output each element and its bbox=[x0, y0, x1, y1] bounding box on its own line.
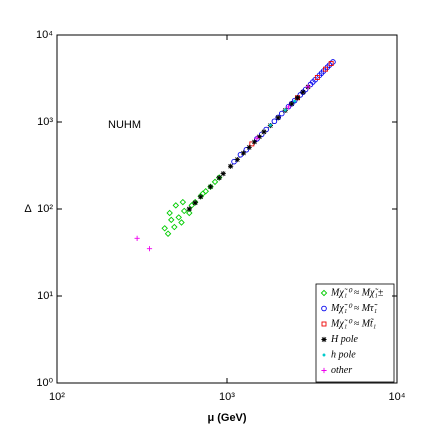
point bbox=[285, 104, 292, 110]
point bbox=[318, 70, 325, 76]
annotation: NUHM bbox=[108, 119, 141, 131]
x-tick-label: 10² bbox=[49, 391, 65, 403]
legend-marker bbox=[321, 367, 327, 374]
point bbox=[186, 206, 192, 212]
legend-label: Mχ̃₁⁰ ≈ Mχ̃₁± bbox=[330, 287, 384, 298]
legend-marker bbox=[322, 353, 326, 357]
point bbox=[186, 209, 193, 217]
x-axis-label: μ (GeV) bbox=[207, 412, 246, 424]
point bbox=[261, 129, 267, 135]
point bbox=[314, 75, 320, 80]
x-tick-label: 10⁴ bbox=[389, 391, 406, 403]
point bbox=[251, 139, 258, 145]
point bbox=[168, 216, 175, 224]
point bbox=[178, 219, 185, 226]
y-tick-label: 10¹ bbox=[37, 290, 53, 302]
point bbox=[231, 158, 237, 165]
y-tick-label: 10⁰ bbox=[36, 377, 53, 389]
legend-marker bbox=[321, 321, 327, 327]
y-axis-label: Δ bbox=[24, 203, 32, 215]
point bbox=[172, 202, 180, 209]
point bbox=[216, 175, 222, 181]
point bbox=[328, 61, 334, 66]
legend-frame bbox=[315, 283, 395, 383]
point bbox=[240, 150, 247, 156]
legend-label: H pole bbox=[330, 334, 359, 345]
point bbox=[179, 198, 187, 206]
point bbox=[283, 108, 287, 112]
point bbox=[166, 209, 173, 217]
point bbox=[271, 118, 278, 125]
point bbox=[220, 171, 226, 177]
y-tick-label: 10⁴ bbox=[36, 29, 53, 41]
point bbox=[268, 123, 272, 127]
legend-label: other bbox=[331, 365, 352, 376]
point bbox=[289, 101, 295, 107]
legend-marker bbox=[321, 336, 327, 343]
point bbox=[207, 184, 214, 190]
point bbox=[310, 79, 316, 85]
legend-label: h pole bbox=[331, 349, 356, 360]
legend-marker bbox=[320, 289, 328, 297]
point bbox=[211, 178, 219, 186]
legend-marker bbox=[321, 305, 327, 312]
point bbox=[146, 246, 153, 252]
legend-label: Mχ̃₁⁰ ≈ Mt̃₁ bbox=[330, 318, 376, 330]
legend-label: Mχ̃₁⁰ ≈ Mτ̃₁ bbox=[330, 303, 378, 314]
point bbox=[293, 99, 297, 103]
point bbox=[175, 214, 182, 221]
point bbox=[294, 95, 301, 101]
point bbox=[254, 135, 260, 141]
point bbox=[228, 163, 234, 169]
point bbox=[234, 156, 240, 163]
point bbox=[164, 230, 172, 237]
point bbox=[192, 200, 198, 206]
point bbox=[202, 188, 209, 195]
point bbox=[237, 151, 244, 158]
point bbox=[161, 225, 168, 232]
point bbox=[256, 134, 262, 140]
point bbox=[300, 89, 306, 95]
x-tick-label: 10³ bbox=[219, 391, 235, 403]
y-tick-label: 10² bbox=[37, 203, 53, 215]
point bbox=[275, 115, 281, 121]
point bbox=[134, 235, 140, 241]
point bbox=[323, 66, 329, 72]
point bbox=[278, 110, 285, 117]
point bbox=[171, 223, 178, 231]
y-tick-label: 10³ bbox=[37, 116, 53, 128]
point bbox=[291, 97, 298, 104]
point bbox=[305, 84, 311, 90]
point bbox=[246, 144, 252, 151]
point bbox=[180, 207, 188, 215]
point bbox=[198, 194, 204, 200]
